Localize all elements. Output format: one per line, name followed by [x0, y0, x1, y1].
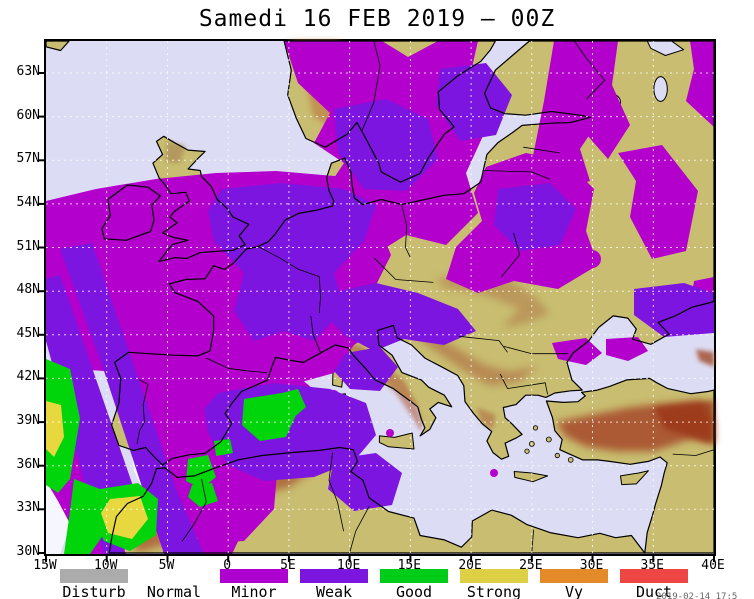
minor-russia-1 — [562, 41, 630, 159]
strong-cadiz-core — [101, 496, 148, 539]
watermark: f5len.org — [674, 574, 754, 592]
weak-ukraine-edge — [634, 283, 714, 337]
coast-mainland — [111, 40, 715, 466]
minor-blacksea-cap1 — [552, 338, 602, 365]
legend-label-minor: Minor — [231, 583, 277, 599]
weak-sicily-tunisia — [328, 453, 402, 511]
lon-label-0: 0 — [223, 558, 232, 573]
minor-finland-arm — [532, 41, 604, 191]
legend-label-normal: Normal — [146, 583, 202, 599]
aegean-island6 — [567, 457, 574, 463]
coast-africa — [108, 446, 646, 554]
legend-label-strong: Strong — [466, 583, 522, 599]
good-south-spain2 — [188, 483, 218, 507]
minor-tripoli-spot — [490, 469, 498, 477]
legend-label-good: Good — [395, 583, 433, 599]
lake-onega — [653, 76, 668, 102]
strong-atlantic-core — [46, 401, 64, 457]
lat-label-39N: 39N — [16, 413, 40, 429]
partial-timestamp: 2019-02-14 17:5 — [656, 592, 738, 599]
weak-south-norway — [334, 99, 438, 191]
good-atlantic-stripe1 — [46, 359, 80, 493]
border-ly-eg — [531, 529, 534, 554]
border-no-se — [361, 40, 381, 132]
greece-mountains — [477, 407, 496, 430]
legend-swatch-normal — [140, 569, 208, 583]
legend-swatch-good — [380, 569, 448, 583]
lon-label-15W: 15W — [33, 558, 57, 573]
border-lv-lt — [483, 170, 551, 180]
border-dz-tn — [328, 452, 344, 532]
border-fi-ru — [573, 40, 606, 100]
lat-label-63N: 63N — [16, 63, 40, 79]
coast-scandinavia — [283, 40, 496, 183]
europe-propagation-map — [38, 40, 715, 562]
legend-label-disturb: Disturb — [62, 583, 126, 599]
border-ma-dz — [181, 478, 207, 542]
minor-ne-corner — [686, 41, 714, 127]
border-pl-ua — [501, 232, 521, 277]
coast-britain — [152, 135, 250, 262]
lat-label-33N: 33N — [16, 500, 40, 516]
legend-label-vy-strong: Vy Strong — [564, 583, 584, 599]
good-east-spain2 — [274, 389, 306, 419]
coast-turkey — [545, 377, 715, 554]
weak-baltics — [494, 183, 576, 251]
legend-swatch-weak — [300, 569, 368, 583]
coast-iceland — [45, 40, 70, 52]
aegean-island3 — [524, 448, 530, 454]
good-south-spain1 — [186, 455, 216, 489]
border-tn-ly — [349, 506, 370, 554]
legend-swatch-minor — [220, 569, 288, 583]
minor-russia-2 — [618, 145, 698, 259]
border-fr-es — [206, 357, 268, 373]
minor-tunisia-spot — [386, 429, 394, 437]
legend-swatch-duct — [620, 569, 688, 583]
lat-label-60N: 60N — [16, 107, 40, 123]
cyprus — [620, 470, 649, 486]
caucasus-edge — [695, 349, 714, 367]
map-frame: f5len.org — [38, 39, 754, 592]
sicily — [378, 432, 415, 450]
lat-label-51N: 51N — [16, 238, 40, 254]
lat-label-36N: 36N — [16, 456, 40, 472]
legend-label-duct: Duct — [635, 583, 673, 599]
lat-label-48N: 48N — [16, 282, 40, 298]
border-fr-it — [310, 315, 321, 353]
aegean-island2 — [545, 436, 552, 443]
border-de-pl — [401, 205, 411, 258]
crete — [513, 471, 549, 483]
lat-label-30N: 30N — [16, 543, 40, 559]
lat-label-54N: 54N — [16, 194, 40, 210]
border-balkans — [458, 335, 508, 353]
page-title: Samedi 16 FEB 2019 – 00Z — [198, 6, 556, 32]
good-east-spain3 — [214, 439, 233, 456]
aegean-island5 — [532, 425, 539, 431]
lon-label-40E: 40E — [701, 558, 725, 573]
border-gr-tr — [499, 373, 548, 395]
legend-swatch-vy-strong — [540, 569, 608, 583]
weak-sweden — [436, 63, 512, 141]
lat-label-45N: 45N — [16, 325, 40, 341]
border-de-cz — [373, 257, 434, 283]
weak-atlantic-streak2 — [46, 275, 134, 554]
coast-ireland — [101, 184, 161, 241]
border-baltic-states — [523, 146, 560, 154]
legend-swatch-disturb — [60, 569, 128, 583]
legend-label-weak: Weak — [315, 583, 353, 599]
aegean-island4 — [554, 452, 560, 459]
lat-label-42N: 42N — [16, 369, 40, 385]
border-tr-sy — [672, 449, 715, 456]
minor-blacksea-cap2 — [606, 337, 648, 361]
good-atlantic-stripe2 — [64, 479, 106, 554]
border-fr-de — [258, 246, 321, 314]
legend-swatch-strong — [460, 569, 528, 583]
weak-atlantic-streak1 — [60, 243, 204, 554]
lat-label-57N: 57N — [16, 151, 40, 167]
scotland-mountains — [165, 141, 186, 164]
weak-alps-adriatic — [324, 283, 476, 351]
border-pt-es — [136, 379, 149, 444]
